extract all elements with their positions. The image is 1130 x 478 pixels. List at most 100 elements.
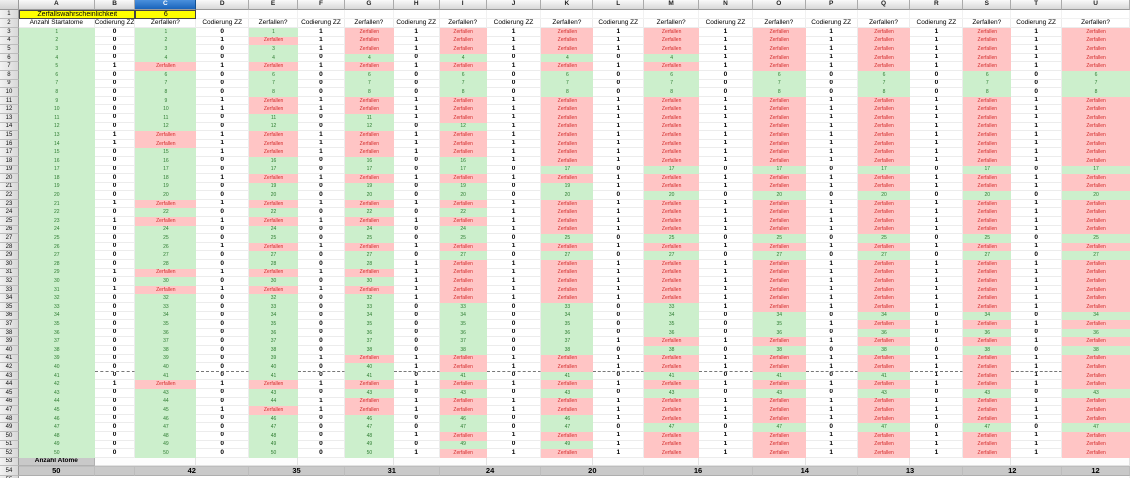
code-cell[interactable]: 1: [699, 182, 753, 192]
state-cell-decayed[interactable]: Zerfallen: [344, 174, 394, 183]
code-cell[interactable]: 1: [805, 303, 858, 312]
code-cell[interactable]: 1: [699, 174, 753, 183]
code-cell[interactable]: 1: [297, 406, 345, 415]
code-cell[interactable]: 0: [486, 440, 542, 450]
state-cell-alive[interactable]: 37: [135, 337, 197, 346]
code-cell[interactable]: 1: [805, 380, 858, 389]
code-cell[interactable]: 1: [486, 406, 542, 415]
state-cell-decayed[interactable]: Zerfallen: [857, 414, 911, 424]
header-zerfallen[interactable]: Zerfallen?: [135, 19, 197, 28]
state-cell-decayed[interactable]: Zerfallen: [857, 449, 911, 458]
state-cell-alive[interactable]: 3: [249, 45, 298, 54]
atom-number-cell[interactable]: 48: [18, 431, 95, 441]
state-cell-decayed[interactable]: Zerfallen: [439, 174, 487, 183]
code-cell[interactable]: 1: [910, 285, 964, 295]
state-cell-alive[interactable]: 32: [249, 294, 298, 303]
state-cell-alive[interactable]: 34: [752, 311, 806, 321]
state-cell-decayed[interactable]: Zerfallen: [857, 268, 911, 278]
state-cell-decayed[interactable]: Zerfallen: [857, 440, 911, 450]
code-cell[interactable]: 1: [805, 225, 858, 235]
state-cell-alive[interactable]: 22: [439, 208, 487, 218]
column-header-H[interactable]: H: [393, 0, 440, 10]
code-cell[interactable]: 0: [297, 122, 345, 132]
code-cell[interactable]: 0: [94, 234, 136, 243]
atom-number-cell[interactable]: 42: [18, 380, 95, 389]
code-cell[interactable]: 1: [910, 225, 964, 235]
code-cell[interactable]: 1: [1011, 122, 1063, 132]
state-cell-decayed[interactable]: Zerfallen: [644, 277, 700, 286]
code-cell[interactable]: 0: [297, 70, 345, 80]
state-cell-decayed[interactable]: Zerfallen: [439, 285, 487, 295]
state-cell-decayed[interactable]: Zerfallen: [344, 45, 394, 54]
code-cell[interactable]: 1: [805, 449, 858, 458]
code-cell[interactable]: 1: [94, 131, 136, 140]
code-cell[interactable]: 1: [196, 36, 250, 46]
code-cell[interactable]: 0: [593, 303, 645, 312]
code-cell[interactable]: 1: [805, 105, 858, 114]
atom-number-cell[interactable]: 9: [18, 96, 95, 106]
empty-cell[interactable]: [196, 457, 298, 467]
code-cell[interactable]: 0: [593, 251, 645, 261]
state-cell-decayed[interactable]: Zerfallen: [963, 303, 1012, 312]
code-cell[interactable]: 1: [486, 397, 542, 407]
column-header-K[interactable]: K: [541, 0, 594, 10]
empty-cell[interactable]: [1011, 457, 1130, 467]
atom-number-cell[interactable]: 1: [18, 28, 95, 37]
state-cell-decayed[interactable]: Zerfallen: [135, 62, 197, 71]
state-cell-alive[interactable]: 35: [752, 320, 806, 329]
state-cell-decayed[interactable]: Zerfallen: [344, 105, 394, 114]
state-cell-decayed[interactable]: Zerfallen: [344, 217, 394, 226]
code-cell[interactable]: 1: [910, 217, 964, 226]
code-cell[interactable]: 0: [393, 371, 440, 381]
code-cell[interactable]: 1: [593, 131, 645, 140]
row-header-13[interactable]: 13: [0, 113, 19, 123]
code-cell[interactable]: 1: [1011, 182, 1063, 192]
code-cell[interactable]: 0: [699, 79, 753, 89]
state-cell-decayed[interactable]: Zerfallen: [963, 285, 1012, 295]
state-cell-decayed[interactable]: Zerfallen: [541, 260, 594, 269]
code-cell[interactable]: 1: [593, 414, 645, 424]
state-cell-alive[interactable]: 44: [249, 397, 298, 407]
code-cell[interactable]: 1: [910, 320, 964, 329]
code-cell[interactable]: 0: [486, 182, 542, 192]
state-cell-alive[interactable]: 43: [541, 388, 594, 398]
count-gen-7-cell[interactable]: 14: [752, 466, 858, 476]
code-cell[interactable]: 1: [593, 148, 645, 157]
state-cell-decayed[interactable]: Zerfallen: [963, 182, 1012, 192]
code-cell[interactable]: 1: [699, 62, 753, 71]
state-cell-decayed[interactable]: Zerfallen: [1062, 217, 1130, 226]
state-cell-alive[interactable]: 47: [249, 423, 298, 432]
code-cell[interactable]: 0: [393, 182, 440, 192]
atom-number-cell[interactable]: 30: [18, 277, 95, 286]
code-cell[interactable]: 1: [805, 320, 858, 329]
state-cell-alive[interactable]: 37: [439, 337, 487, 346]
state-cell-alive[interactable]: 43: [644, 388, 700, 398]
state-cell-decayed[interactable]: Zerfallen: [541, 174, 594, 183]
row-header-7[interactable]: 7: [0, 62, 19, 71]
state-cell-alive[interactable]: 9: [135, 96, 197, 106]
code-cell[interactable]: 0: [393, 225, 440, 235]
state-cell-alive[interactable]: 38: [439, 345, 487, 355]
code-cell[interactable]: 0: [699, 388, 753, 398]
code-cell[interactable]: 1: [1011, 28, 1063, 37]
row-header-27[interactable]: 27: [0, 234, 19, 243]
code-cell[interactable]: 0: [593, 371, 645, 381]
state-cell-decayed[interactable]: Zerfallen: [857, 277, 911, 286]
code-cell[interactable]: 0: [94, 208, 136, 218]
code-cell[interactable]: 0: [699, 328, 753, 338]
state-cell-alive[interactable]: 25: [439, 234, 487, 243]
state-cell-decayed[interactable]: Zerfallen: [963, 380, 1012, 389]
code-cell[interactable]: 1: [486, 62, 542, 71]
state-cell-alive[interactable]: 4: [644, 53, 700, 63]
state-cell-decayed[interactable]: Zerfallen: [249, 242, 298, 252]
state-cell-decayed[interactable]: Zerfallen: [857, 363, 911, 372]
state-cell-decayed[interactable]: Zerfallen: [752, 225, 806, 235]
state-cell-alive[interactable]: 43: [249, 388, 298, 398]
state-cell-decayed[interactable]: Zerfallen: [963, 431, 1012, 441]
code-cell[interactable]: 1: [1011, 397, 1063, 407]
code-cell[interactable]: 0: [297, 388, 345, 398]
code-cell[interactable]: 1: [1011, 363, 1063, 372]
code-cell[interactable]: 1: [805, 397, 858, 407]
code-cell[interactable]: 0: [393, 53, 440, 63]
column-header-I[interactable]: I: [439, 0, 487, 10]
